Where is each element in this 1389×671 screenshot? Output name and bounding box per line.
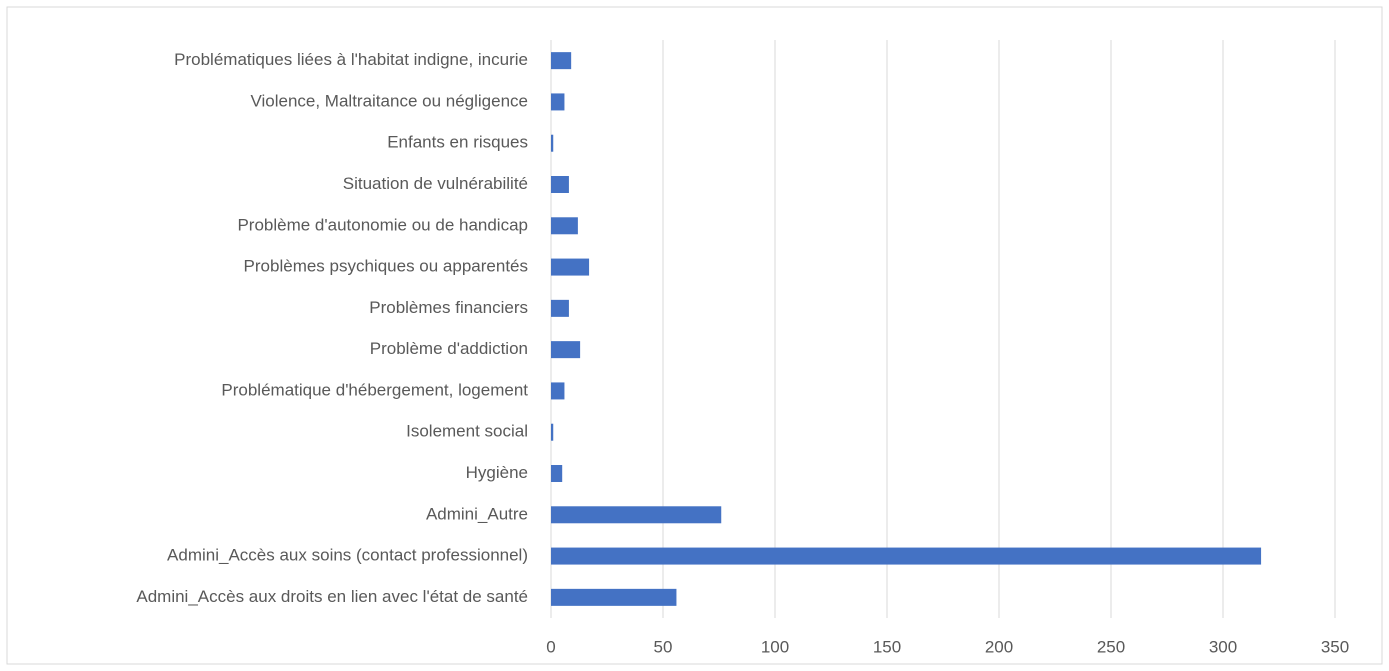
y-tick-label: Problème d'autonomie ou de handicap	[237, 215, 528, 234]
y-tick-label: Problèmes psychiques ou apparentés	[244, 257, 528, 276]
bar	[551, 423, 554, 441]
chart-border	[6, 6, 1383, 665]
bar	[551, 52, 572, 70]
y-tick-label: Problème d'addiction	[370, 339, 528, 358]
bar	[551, 176, 569, 193]
bar	[551, 588, 677, 606]
y-tick-label: Enfants en risques	[387, 133, 528, 152]
y-tick-label: Admini_Accès aux soins (contact professi…	[167, 546, 528, 565]
y-tick-label: Situation de vulnérabilité	[343, 174, 528, 193]
x-tick-label: 200	[985, 637, 1013, 656]
bar	[551, 93, 565, 111]
y-tick-label: Problématique d'hébergement, logement	[221, 380, 528, 399]
x-tick-label: 50	[654, 637, 673, 656]
y-tick-label: Isolement social	[406, 422, 528, 441]
y-tick-label: Hygiène	[466, 463, 528, 482]
bar	[551, 465, 563, 482]
y-tick-label: Violence, Maltraitance ou négligence	[250, 91, 528, 110]
bar	[551, 341, 581, 359]
y-tick-label: Admini_Accès aux droits en lien avec l'é…	[136, 587, 528, 606]
y-tick-label: Admini_Autre	[426, 504, 528, 523]
x-tick-label: 250	[1097, 637, 1125, 656]
x-tick-label: 300	[1209, 637, 1237, 656]
bar	[551, 217, 578, 235]
x-tick-label: 100	[761, 637, 789, 656]
x-tick-label: 350	[1321, 637, 1349, 656]
bar	[551, 382, 565, 400]
bar	[551, 506, 722, 524]
y-tick-label: Problématiques liées à l'habitat indigne…	[174, 50, 528, 69]
bar	[551, 134, 554, 152]
y-tick-label: Problèmes financiers	[369, 298, 528, 317]
bar	[551, 547, 1262, 565]
x-tick-label: 150	[873, 637, 901, 656]
bar	[551, 299, 569, 317]
x-tick-label: 0	[546, 637, 555, 656]
bar	[551, 258, 590, 276]
